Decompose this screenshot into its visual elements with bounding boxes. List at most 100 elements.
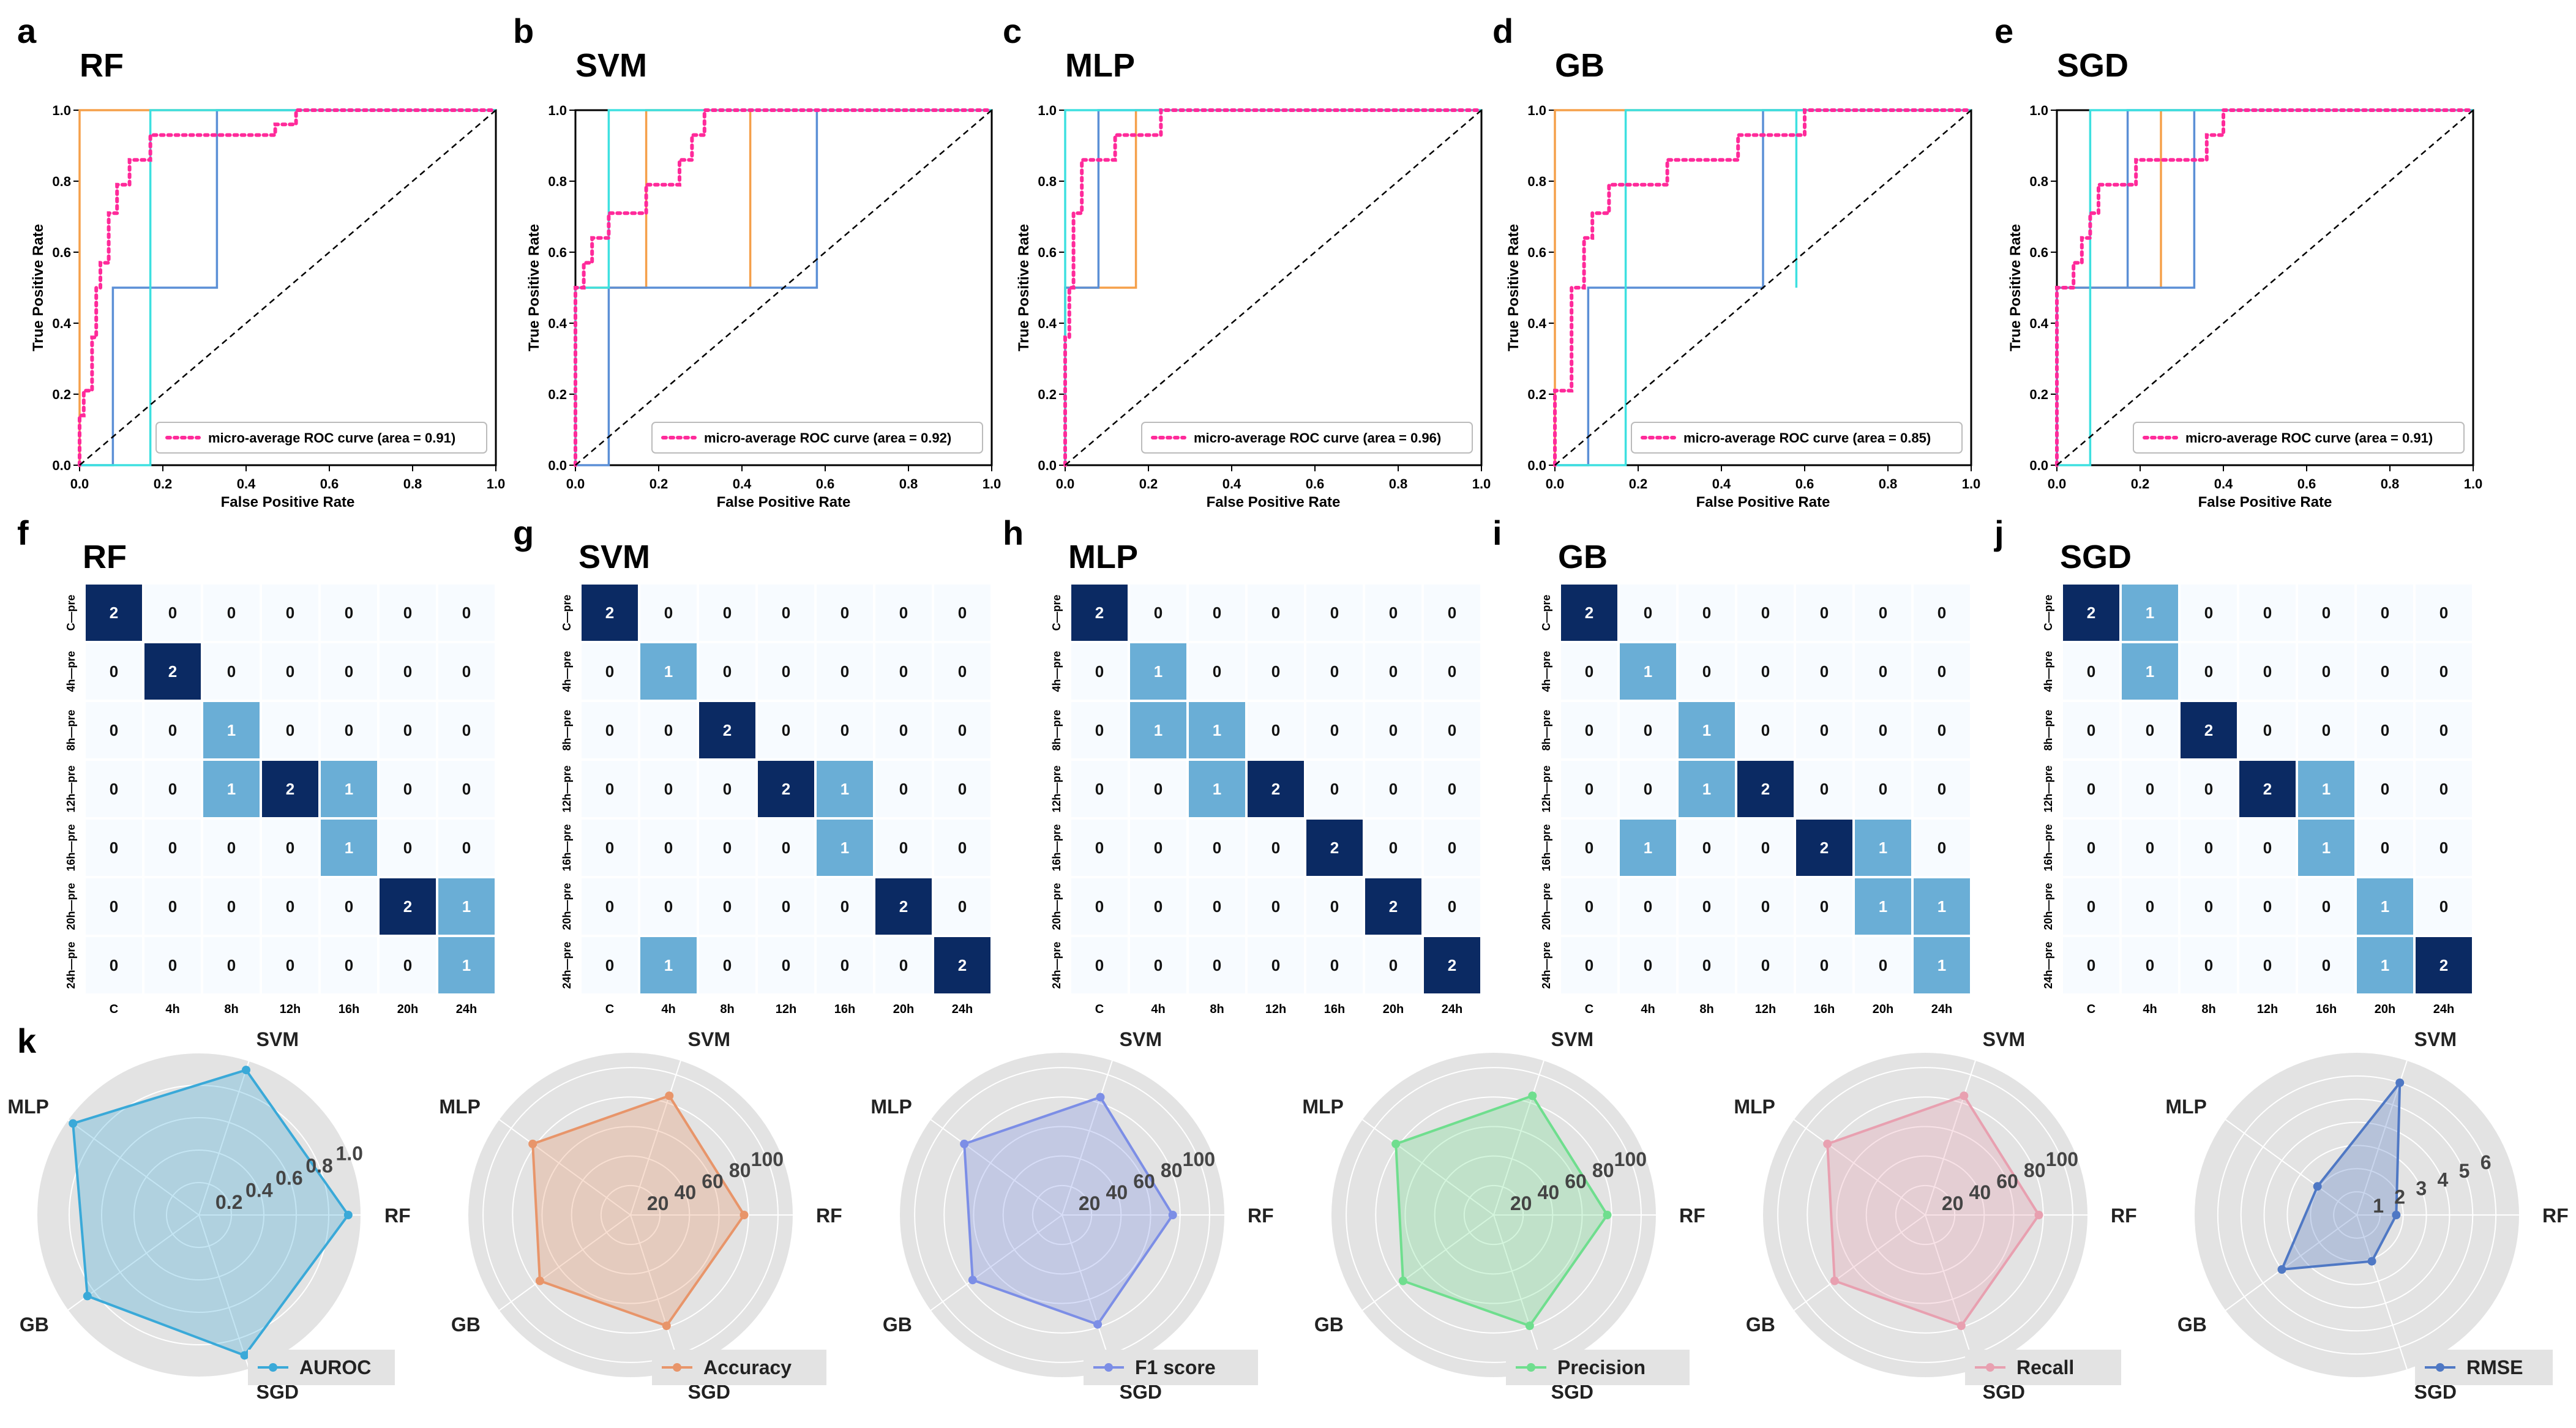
cell-value: 0 xyxy=(841,897,849,916)
radar-area xyxy=(963,1096,1175,1326)
radar-spoke xyxy=(1794,1119,1926,1216)
heatmap-cell xyxy=(1189,761,1245,817)
col-label: 12h xyxy=(776,1003,796,1016)
cell-value: 0 xyxy=(2204,956,2213,974)
panel-letter: i xyxy=(1492,514,1502,552)
cell-value: 0 xyxy=(2146,897,2154,916)
radar-legend-label: RMSE xyxy=(2466,1356,2523,1378)
heatmap-cell xyxy=(699,878,755,935)
heatmap-cell xyxy=(2181,761,2237,817)
radar-spoke xyxy=(1925,1214,1976,1370)
legend-label: micro-average ROC curve (area = 0.91) xyxy=(208,430,455,446)
heatmap-cell xyxy=(1424,820,1480,876)
cell-value: 1 xyxy=(2322,839,2331,857)
radar-spoke xyxy=(499,1214,631,1311)
heatmap-cell xyxy=(1796,820,1852,876)
radar-point xyxy=(1398,1276,1407,1285)
heatmap-cell xyxy=(1130,878,1186,935)
heatmap-cell xyxy=(1424,643,1480,700)
y-tick-label: 0.4 xyxy=(52,316,71,331)
heatmap-cell xyxy=(1189,937,1245,993)
legend-label: micro-average ROC curve (area = 0.96) xyxy=(1194,430,1441,446)
y-tick-label: 0.6 xyxy=(1527,245,1546,260)
heatmap-cell xyxy=(1796,585,1852,641)
cell-value: 2 xyxy=(1330,839,1339,857)
cell-value: 0 xyxy=(1585,897,1593,916)
confusion-matrix-panel-f: f RF 2 0 0 0 0 0 0 0 2 0 0 0 0 0 0 0 1 0 0 0 0 0 0 1 2 1 0 0 0 0 0 0 1 0 0 0 0… xyxy=(17,514,495,1016)
heatmap-cell xyxy=(2357,585,2413,641)
y-tick-label: 0.8 xyxy=(1527,174,1546,189)
heatmap-cell xyxy=(2239,702,2296,758)
radar-spoke xyxy=(1362,1119,1494,1216)
row-label: 12h—pre xyxy=(1540,765,1552,812)
heatmap-cell xyxy=(2357,878,2413,935)
radar-spoke xyxy=(630,1214,681,1370)
y-tick-label: 0.6 xyxy=(2029,245,2048,260)
cell-value: 0 xyxy=(1389,839,1398,857)
heatmap-cell xyxy=(582,643,638,700)
cell-value: 0 xyxy=(664,604,673,622)
heatmap-cell xyxy=(1365,878,1421,935)
cell-value: 0 xyxy=(286,662,294,681)
heatmap-cell xyxy=(2063,820,2119,876)
cell-value: 0 xyxy=(958,604,967,622)
cell-value: 0 xyxy=(958,839,967,857)
x-axis-label: False Positive Rate xyxy=(221,494,355,510)
x-axis-label: False Positive Rate xyxy=(1207,494,1341,510)
cell-value: 0 xyxy=(1154,604,1163,622)
cell-value: 0 xyxy=(1330,721,1339,739)
col-label: 8h xyxy=(224,1003,238,1016)
cell-value: 1 xyxy=(462,956,471,974)
heatmap-cell xyxy=(817,702,873,758)
heatmap-cell xyxy=(86,585,142,641)
radar-axis-label: SVM xyxy=(2414,1028,2457,1050)
panel-title: MLP xyxy=(1068,539,1138,575)
cell-value: 0 xyxy=(723,839,732,857)
cell-value: 0 xyxy=(168,839,177,857)
panel-letter: a xyxy=(17,12,37,50)
radial-tick-label: 20 xyxy=(1510,1192,1532,1214)
heatmap-cell xyxy=(2122,820,2178,876)
heatmap-cell xyxy=(934,761,990,817)
heatmap-cell xyxy=(380,761,436,817)
row-label: 12h—pre xyxy=(2042,765,2054,812)
heatmap-cell xyxy=(1855,643,1911,700)
heatmap-cell xyxy=(1306,643,1363,700)
heatmap-cell xyxy=(875,585,932,641)
y-tick-label: 0.8 xyxy=(2029,174,2048,189)
cell-value: 0 xyxy=(1095,839,1104,857)
heatmap-cell xyxy=(262,937,318,993)
row-label: C—pre xyxy=(65,594,77,630)
heatmap-cell xyxy=(582,878,638,935)
heatmap-cell xyxy=(1620,878,1676,935)
panel-title: MLP xyxy=(1065,47,1135,84)
radar-point xyxy=(665,1091,674,1101)
cell-value: 1 xyxy=(345,780,353,798)
radial-tick-label: 1.0 xyxy=(335,1143,362,1165)
radial-tick-label: 0.6 xyxy=(275,1167,302,1189)
heatmap-cell xyxy=(758,820,814,876)
heatmap-cell xyxy=(817,878,873,935)
cell-value: 0 xyxy=(2263,721,2272,739)
cell-value: 1 xyxy=(1154,662,1163,681)
cell-value: 0 xyxy=(782,662,790,681)
cell-value: 0 xyxy=(286,721,294,739)
heatmap-cell xyxy=(699,761,755,817)
cell-value: 0 xyxy=(462,839,471,857)
y-tick-label: 0.8 xyxy=(548,174,567,189)
col-label: 16h xyxy=(834,1003,855,1016)
heatmap-cell xyxy=(1737,937,1794,993)
heatmap-cell xyxy=(1189,702,1245,758)
radar-point xyxy=(1960,1091,1969,1101)
cell-value: 0 xyxy=(958,780,967,798)
heatmap-cell xyxy=(1737,702,1794,758)
radar-axis-label: SVM xyxy=(1983,1028,2025,1050)
col-label: C xyxy=(605,1003,614,1016)
heatmap-cell xyxy=(699,937,755,993)
cell-value: 0 xyxy=(2146,839,2154,857)
heatmap-cell xyxy=(2122,878,2178,935)
cell-value: 0 xyxy=(110,897,118,916)
heatmap-cell xyxy=(1306,761,1363,817)
radar-point xyxy=(1525,1321,1534,1331)
heatmap-cell xyxy=(2298,585,2354,641)
